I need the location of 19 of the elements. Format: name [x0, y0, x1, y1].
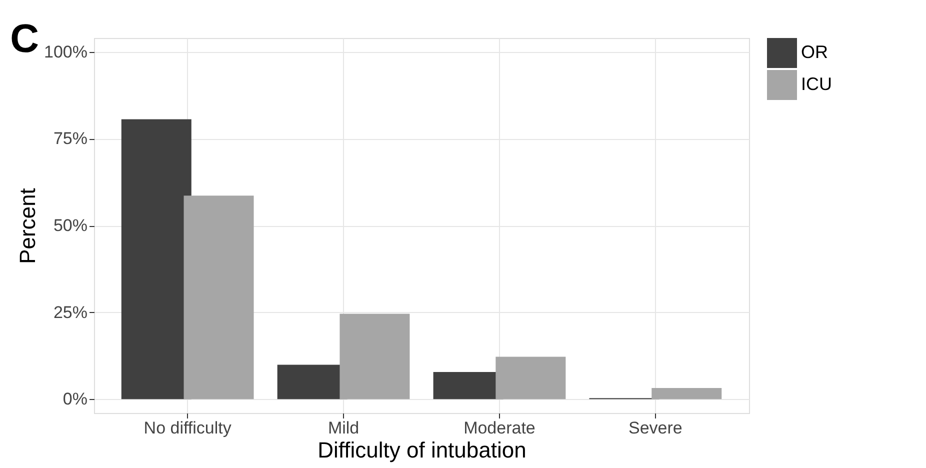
- legend-label: OR: [801, 42, 828, 62]
- y-tick-label: 75%: [53, 129, 88, 148]
- bar: [340, 314, 410, 400]
- bar: [184, 196, 254, 400]
- bar: [496, 356, 566, 400]
- x-axis-title: Difficulty of intubation: [318, 438, 526, 462]
- y-tick-label: 0%: [62, 390, 88, 409]
- y-tick-label: 50%: [53, 216, 88, 235]
- bar: [652, 388, 722, 400]
- x-tick-label: Severe: [628, 418, 682, 438]
- x-tick-label: Moderate: [464, 418, 536, 438]
- text: C: [10, 17, 39, 61]
- x-tick-label: No difficulty: [144, 418, 232, 438]
- y-tick-label: 100%: [44, 42, 88, 62]
- y-tick-label: 25%: [53, 302, 88, 322]
- y-axis-title: Percent: [15, 188, 40, 264]
- legend-label: ICU: [801, 74, 832, 94]
- x-tick-label: Mild: [328, 418, 360, 438]
- bar: [121, 119, 192, 400]
